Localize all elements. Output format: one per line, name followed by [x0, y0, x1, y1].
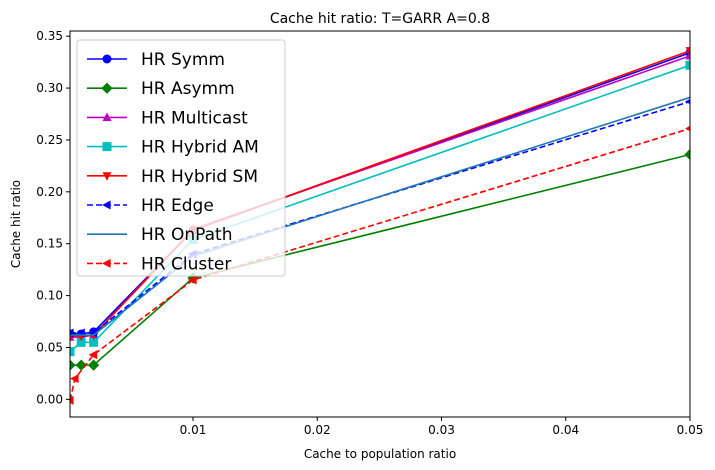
legend-label: HR Hybrid SM [141, 167, 258, 187]
legend-entry: HR Asymm [87, 79, 235, 99]
legend-label: HR Hybrid AM [141, 138, 259, 158]
marker-diamond [87, 359, 100, 371]
chart-title: Cache hit ratio: T=GARR A=0.8 [270, 11, 490, 27]
legend-label: HR Multicast [141, 108, 248, 128]
marker-square [102, 142, 112, 152]
marker-square [70, 347, 75, 357]
marker-diamond [70, 359, 76, 371]
legend-entry: HR Multicast [87, 108, 248, 128]
x-tick-label: 0.04 [552, 423, 579, 437]
marker-triangle-left [102, 258, 111, 268]
legend-entry: HR Cluster [87, 254, 231, 274]
series-line [70, 96, 690, 336]
x-axis-label: Cache to population ratio [304, 447, 456, 461]
marker-triangle-left [102, 200, 111, 210]
marker-triangle-left [88, 328, 98, 338]
plot-area: 0.01 0.02 0.03 0.04 0.05 0.00 0.05 0.10 0.15 0.20… [36, 29, 703, 437]
y-tick-label: 0.25 [36, 133, 63, 147]
marker-triangle-left [685, 98, 690, 105]
legend-entry: HR OnPath [87, 225, 233, 245]
marker-triangle-left [88, 350, 98, 360]
legend-label: HR Asymm [141, 79, 235, 99]
x-tick-label: 0.05 [677, 423, 704, 437]
legend-label: HR Edge [141, 196, 214, 216]
marker-triangle-up [102, 112, 112, 121]
legend-entry: HR Symm [87, 50, 225, 70]
x-tick-label: 0.03 [428, 423, 455, 437]
marker-triangle-down [685, 47, 690, 56]
marker-diamond [684, 148, 690, 161]
legend-entry: HR Edge [87, 196, 214, 216]
legend-label: HR Symm [141, 50, 225, 70]
marker-triangle-down [102, 172, 112, 181]
series-group [70, 47, 690, 405]
legend-label: HR Cluster [141, 254, 231, 274]
marker-triangle-left [188, 275, 197, 285]
y-tick-label: 0.30 [36, 81, 63, 95]
y-tick-label: 0.35 [36, 29, 63, 43]
y-tick-label: 0.20 [36, 185, 63, 199]
x-tick-label: 0.02 [304, 423, 331, 437]
marker-diamond [101, 82, 113, 94]
y-tick-label: 0.10 [36, 289, 63, 303]
y-tick-label: 0.05 [36, 340, 63, 354]
y-tick-label: 0.15 [36, 237, 63, 251]
series-hr-onpath [70, 96, 690, 336]
legend-label: HR OnPath [141, 225, 233, 245]
y-axis-label: Cache hit ratio [9, 180, 23, 268]
marker-triangle-left [685, 125, 690, 132]
marker-square [76, 337, 86, 347]
marker-triangle-left [70, 328, 74, 338]
marker-square [685, 60, 690, 70]
series-line [70, 127, 690, 401]
x-tick-label: 0.01 [180, 423, 207, 437]
plot-frame [69, 30, 691, 418]
y-tick-label: 0.00 [36, 392, 63, 406]
series-hr-cluster [70, 125, 690, 405]
legend-entry: HR Hybrid SM [87, 167, 258, 187]
legend: HR Symm HR Asymm HR Multicast HR Hybrid AM H… [76, 39, 286, 277]
legend-box [76, 39, 286, 277]
marker-triangle-left [70, 395, 74, 405]
legend-entry: HR Hybrid AM [87, 138, 259, 158]
marker-square [89, 337, 99, 347]
marker-triangle-left [70, 374, 79, 384]
marker-circle [102, 54, 112, 64]
